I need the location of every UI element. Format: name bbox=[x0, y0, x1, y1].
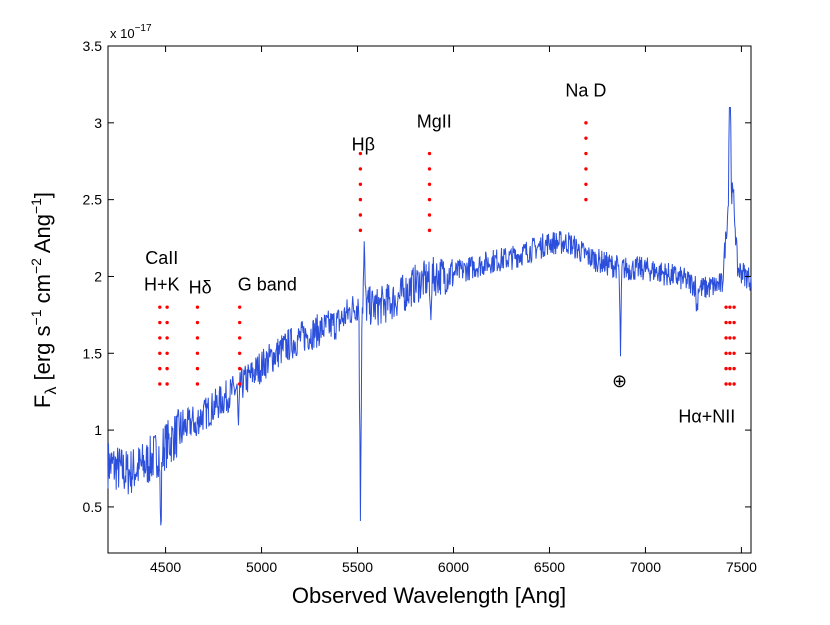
line-marker-dot bbox=[427, 197, 432, 202]
x-axis-label: Observed Wavelength [Ang] bbox=[292, 583, 566, 608]
annotation-layer: CaII H+K Hδ G band Hβ MgII Na D ⊕ Hα+NII bbox=[144, 81, 735, 427]
line-marker-dot bbox=[728, 320, 732, 325]
line-marker-dot bbox=[584, 151, 588, 156]
line-marker-dot bbox=[427, 151, 432, 156]
y-tick-label: 2.5 bbox=[83, 192, 103, 208]
line-marker-dot bbox=[584, 182, 588, 186]
line-annotation: G band bbox=[238, 274, 297, 294]
line-marker-dot bbox=[728, 351, 732, 355]
line-marker-dot bbox=[732, 382, 736, 386]
line-marker-dot bbox=[165, 382, 169, 386]
line-marker-dot bbox=[237, 320, 242, 325]
tick-layer: 4500 5000 5500 6000 6500 7000 7500 0.5 1 1.5 2 2.5 3… bbox=[83, 38, 758, 575]
line-marker-dot bbox=[732, 336, 736, 340]
line-marker-dot bbox=[732, 320, 736, 325]
line-marker-dot bbox=[724, 336, 728, 340]
line-marker-dot bbox=[728, 305, 732, 309]
y-tick-label: 2 bbox=[94, 268, 102, 284]
line-marker-dot bbox=[427, 228, 432, 233]
line-marker-dot bbox=[358, 182, 363, 186]
x-tick-label: 7000 bbox=[630, 559, 661, 575]
line-annotation: H+K bbox=[144, 274, 180, 294]
line-marker-dot bbox=[728, 366, 732, 371]
line-marker-dot bbox=[195, 351, 200, 355]
line-marker-dot bbox=[584, 136, 588, 140]
line-marker-dot bbox=[158, 351, 162, 355]
line-marker-dot bbox=[165, 305, 169, 309]
x-tick-label: 6500 bbox=[534, 559, 565, 575]
line-marker-dot bbox=[427, 182, 432, 186]
line-marker-dot bbox=[195, 305, 200, 309]
y-tick-label: 3.5 bbox=[83, 38, 103, 54]
y-axis-label: Fλ [erg s−1 cm−2 Ang−1] bbox=[28, 192, 60, 408]
line-annotation: CaII bbox=[145, 248, 178, 268]
line-marker-dot bbox=[195, 382, 200, 386]
y-tick-label: 0.5 bbox=[83, 499, 103, 515]
line-marker-dot bbox=[732, 305, 736, 309]
line-marker-layer bbox=[158, 121, 736, 386]
line-marker-dot bbox=[724, 351, 728, 355]
line-marker-dot bbox=[584, 197, 588, 202]
line-annotation: ⊕ bbox=[612, 371, 627, 391]
line-marker-dot bbox=[358, 167, 363, 171]
line-marker-dot bbox=[358, 197, 363, 202]
line-marker-dot bbox=[195, 366, 200, 371]
line-marker-dot bbox=[237, 305, 242, 309]
line-marker-dot bbox=[158, 320, 162, 325]
line-marker-dot bbox=[165, 351, 169, 355]
line-annotation: Hδ bbox=[189, 277, 212, 297]
line-marker-dot bbox=[165, 320, 169, 325]
line-marker-dot bbox=[237, 336, 242, 340]
line-marker-dot bbox=[158, 382, 162, 386]
line-marker-dot bbox=[728, 382, 732, 386]
y-tick-label: 3 bbox=[94, 115, 102, 131]
line-marker-dot bbox=[358, 228, 363, 233]
line-marker-dot bbox=[237, 366, 242, 371]
y-multiplier: x 10−17 bbox=[110, 23, 152, 41]
line-annotation: MgII bbox=[417, 111, 452, 131]
line-marker-dot bbox=[358, 213, 363, 217]
line-marker-dot bbox=[732, 366, 736, 371]
x-tick-label: 7500 bbox=[726, 559, 757, 575]
line-marker-dot bbox=[584, 167, 588, 171]
line-annotation: Hβ bbox=[352, 134, 375, 154]
x-tick-label: 5500 bbox=[342, 559, 373, 575]
line-marker-dot bbox=[158, 305, 162, 309]
line-marker-dot bbox=[237, 382, 242, 386]
line-marker-dot bbox=[724, 366, 728, 371]
x-tick-label: 4500 bbox=[150, 559, 181, 575]
y-tick-label: 1.5 bbox=[83, 345, 103, 361]
line-marker-dot bbox=[724, 382, 728, 386]
line-marker-dot bbox=[732, 351, 736, 355]
line-marker-dot bbox=[165, 336, 169, 340]
x-tick-label: 6000 bbox=[438, 559, 469, 575]
line-marker-dot bbox=[165, 366, 169, 371]
line-marker-dot bbox=[195, 336, 200, 340]
line-marker-dot bbox=[584, 121, 588, 125]
line-marker-dot bbox=[427, 167, 432, 171]
line-marker-dot bbox=[728, 336, 732, 340]
line-marker-dot bbox=[427, 213, 432, 217]
spectrum-layer bbox=[107, 107, 752, 526]
y-tick-label: 1 bbox=[94, 422, 102, 438]
line-marker-dot bbox=[158, 336, 162, 340]
line-marker-dot bbox=[724, 305, 728, 309]
line-marker-dot bbox=[358, 151, 363, 156]
line-marker-dot bbox=[158, 366, 162, 371]
x-tick-label: 5000 bbox=[246, 559, 277, 575]
line-annotation: Na D bbox=[565, 81, 606, 101]
spectrum-line bbox=[107, 107, 752, 526]
line-marker-dot bbox=[195, 320, 200, 325]
line-marker-dot bbox=[237, 351, 242, 355]
line-marker-dot bbox=[724, 320, 728, 325]
line-annotation: Hα+NII bbox=[678, 406, 735, 426]
